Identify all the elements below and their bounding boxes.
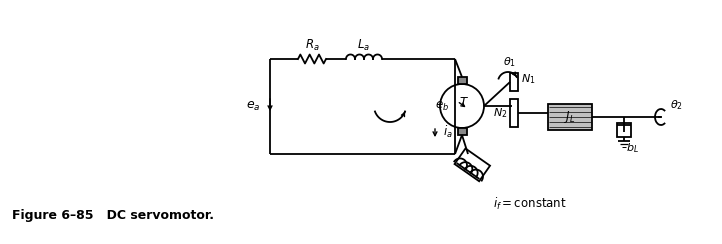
Text: $R_a$: $R_a$ [305,38,319,53]
Text: $L_a$: $L_a$ [357,38,370,53]
Bar [458,128,466,135]
Text: $J_L$: $J_L$ [565,109,575,125]
Text: $e_a$: $e_a$ [245,100,260,113]
Bar [510,99,518,127]
Text: $T$: $T$ [459,96,469,110]
Text: $N_2$: $N_2$ [492,106,507,120]
Text: $\theta_1$: $\theta_1$ [503,55,516,69]
Bar [458,77,466,84]
Text: $b_L$: $b_L$ [626,141,639,155]
Text: $N_1$: $N_1$ [521,72,536,86]
Text: $i_f=\mathrm{constant}$: $i_f=\mathrm{constant}$ [493,196,567,212]
Bar [510,73,518,91]
Text: $i_a$: $i_a$ [443,124,453,140]
Text: Figure 6–85   DC servomotor.: Figure 6–85 DC servomotor. [12,209,214,222]
Bar [548,104,592,130]
Text: $e_b$: $e_b$ [435,100,449,112]
Text: $\theta_2$: $\theta_2$ [670,98,683,112]
Bar [617,123,631,137]
